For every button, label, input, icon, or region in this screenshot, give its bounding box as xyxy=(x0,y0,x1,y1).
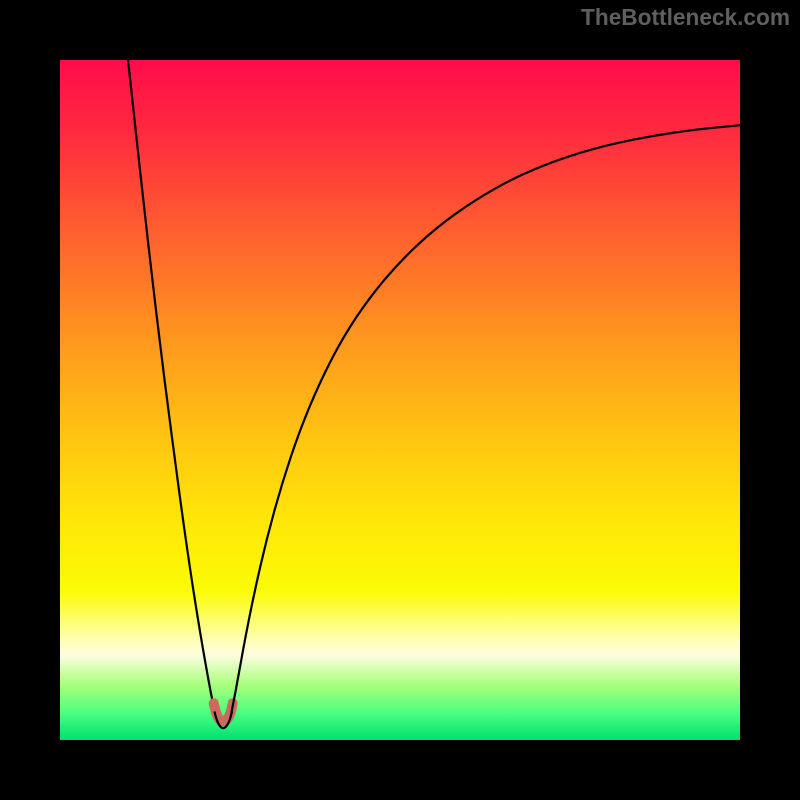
chart-container: TheBottleneck.com xyxy=(0,0,800,800)
plot-background xyxy=(60,60,740,740)
bottleneck-chart xyxy=(0,0,800,800)
